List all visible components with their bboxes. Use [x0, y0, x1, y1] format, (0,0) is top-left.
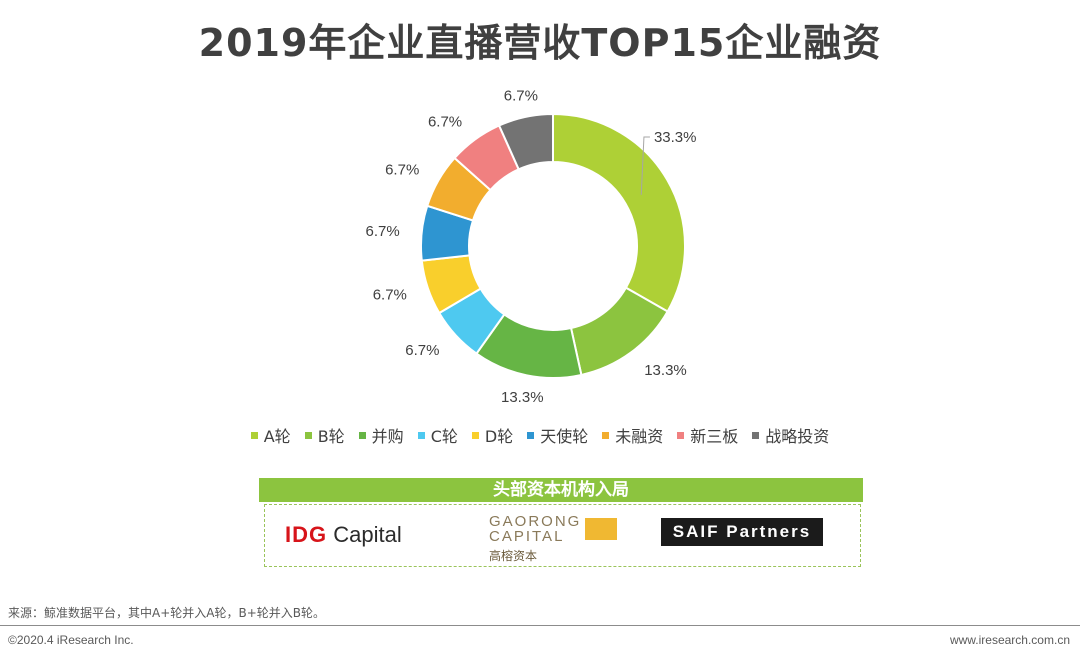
idg-capital-logo: IDG Capital	[285, 522, 402, 548]
slice-1	[552, 112, 686, 313]
donut-chart: 33.3% 13.3% 13.3% 6.7% 6.7% 6.7% 6.7% 6.7% 6.7%	[366, 87, 697, 406]
gaorong-line1: GAORONG	[489, 513, 582, 530]
legend-item-6: 天使轮	[527, 423, 588, 447]
legend-swatch-1	[250, 431, 258, 439]
gaorong-logo-mark	[585, 518, 617, 540]
legend-swatch-7	[602, 431, 610, 439]
slice-label-4: 6.7%	[405, 342, 439, 359]
institutions-logos: IDG Capital GAORONG CAPITAL 高榕资本 SAIF Pa…	[264, 504, 861, 567]
legend-item-7: 未融资	[602, 423, 663, 447]
slice-label-3: 13.3%	[501, 389, 544, 406]
legend-label-3: 并购	[371, 427, 404, 446]
idg-logo-text: Capital	[327, 522, 402, 547]
legend-item-5: D轮	[471, 423, 514, 447]
legend-label-2: B轮	[317, 427, 345, 446]
gaorong-capital-logo: GAORONG CAPITAL 高榕资本	[489, 513, 617, 564]
legend-label-4: C轮	[430, 427, 458, 446]
copyright: ©2020.4 iResearch Inc.	[8, 633, 134, 647]
legend-item-2: B轮	[304, 423, 345, 447]
legend-swatch-4	[417, 431, 425, 439]
source-note: 来源：鲸准数据平台，其中A+轮并入A轮，B+轮并入B轮。	[8, 606, 325, 620]
website-url: www.iresearch.com.cn	[949, 633, 1070, 647]
chart-legend: A轮 B轮 并购 C轮 D轮 天使轮 未融资 新三板 战略投资	[0, 423, 1080, 447]
legend-swatch-5	[471, 431, 479, 439]
legend-item-4: C轮	[417, 423, 458, 447]
legend-item-1: A轮	[250, 423, 291, 447]
legend-label-1: A轮	[263, 427, 291, 446]
slice-9	[497, 112, 554, 171]
legend-label-5: D轮	[484, 427, 514, 446]
legend-item-9: 战略投资	[752, 423, 829, 447]
legend-swatch-6	[527, 431, 535, 439]
legend-label-8: 新三板	[690, 427, 739, 446]
legend-swatch-3	[358, 431, 366, 439]
slice-label-7: 6.7%	[385, 162, 419, 179]
slice-label-5: 6.7%	[373, 287, 407, 304]
page-title: 2019年企业直播营收TOP15企业融资	[198, 21, 882, 65]
slice-label-2: 13.3%	[644, 362, 687, 379]
gaorong-chinese-name: 高榕资本	[489, 549, 538, 563]
legend-item-3: 并购	[358, 423, 404, 447]
legend-swatch-8	[677, 431, 685, 439]
legend-swatch-9	[752, 431, 760, 439]
slice-label-9: 6.7%	[504, 87, 538, 104]
slice-label-8: 6.7%	[428, 114, 462, 131]
footer-divider	[0, 625, 1080, 626]
gaorong-line2: CAPITAL	[489, 528, 565, 545]
leader-line-1	[640, 136, 650, 195]
legend-label-6: 天使轮	[540, 427, 589, 446]
legend-label-9: 战略投资	[765, 427, 830, 446]
institutions-header: 头部资本机构入局	[259, 478, 863, 502]
saif-partners-logo: SAIF Partners	[661, 518, 823, 546]
slice-label-6: 6.7%	[366, 223, 400, 240]
legend-item-8: 新三板	[677, 423, 738, 447]
legend-label-7: 未融资	[615, 427, 664, 446]
slice-label-1: 33.3%	[654, 129, 697, 146]
idg-logo-mark: IDG	[285, 522, 328, 547]
legend-swatch-2	[304, 431, 312, 439]
